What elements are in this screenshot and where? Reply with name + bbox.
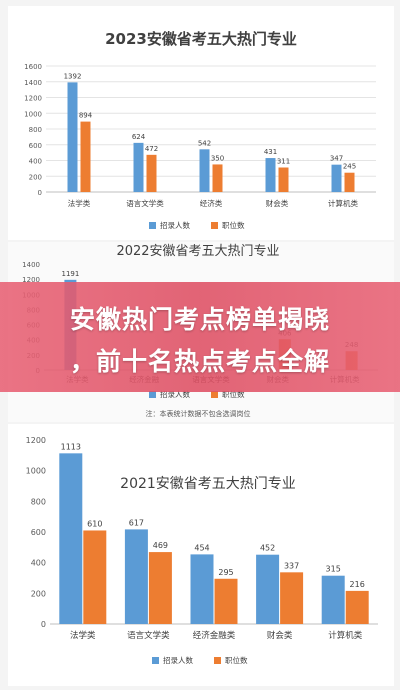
legend-label: 职位数 (222, 389, 245, 399)
y-tick-label: 800 (29, 126, 42, 134)
y-tick-label: 1000 (26, 467, 46, 476)
chart-panel-2021: 0 200 400 600 800 1000 1200 1113 610 法学类 617 469 语言文… (8, 424, 394, 686)
y-tick-label: 400 (31, 559, 46, 568)
chart-2021: 0 200 400 600 800 1000 1200 1113 610 法学类 617 469 语言文… (26, 436, 378, 665)
chart-panel-2023: 0 200 400 600 800 1000 1200 1400 1600 1392 894 法学类 6… (8, 6, 394, 240)
y-tick-label: 200 (29, 173, 42, 181)
y-tick-label: 1400 (24, 79, 42, 87)
y-tick-label: 1200 (22, 276, 40, 284)
y-tick-label: 1600 (24, 63, 42, 71)
y-tick-label: 1200 (26, 436, 46, 445)
bar (148, 552, 172, 624)
data-label: 894 (79, 112, 93, 120)
headline-line-2: ，前十名热点考点全解 (69, 347, 330, 376)
bar (265, 158, 276, 192)
chart-title: 2022安徽省考五大热门专业 (116, 244, 279, 259)
y-tick-label: 1400 (22, 261, 40, 269)
data-label: 315 (326, 565, 341, 574)
chart-note: 注：本表统计数据不包含选调岗位 (146, 409, 251, 418)
bar (280, 572, 304, 624)
bar (59, 453, 83, 624)
legend-label: 招录人数 (160, 389, 190, 399)
data-label: 472 (145, 145, 158, 153)
legend-swatch (149, 222, 156, 229)
bar (190, 554, 214, 624)
legend-swatch (211, 222, 218, 229)
bar (80, 121, 91, 192)
data-label: 617 (129, 518, 144, 527)
x-tick-label: 财会类 (267, 630, 293, 641)
x-tick-label: 经济金融类 (193, 630, 236, 641)
data-label: 311 (277, 158, 290, 166)
headline-line-1: 安徽热门考点榜单揭晓 (69, 305, 330, 334)
x-tick-label: 计算机类 (328, 198, 358, 208)
bar (199, 149, 210, 192)
x-tick-label: 经济类 (200, 198, 223, 208)
bar (212, 164, 223, 192)
data-label: 1191 (61, 270, 79, 278)
data-label: 610 (87, 519, 102, 528)
x-tick-label: 语言文学类 (127, 630, 170, 641)
bar (321, 575, 345, 624)
data-label: 1113 (61, 442, 81, 451)
y-tick-label: 400 (29, 158, 42, 166)
data-label: 431 (264, 148, 277, 156)
legend-label: 招录人数 (163, 655, 193, 665)
bar (83, 530, 107, 624)
chart-title: 2023安徽省考五大热门专业 (105, 30, 297, 48)
bar (345, 590, 369, 624)
data-label: 542 (198, 139, 211, 147)
bar (344, 172, 355, 192)
bar (124, 529, 148, 624)
y-tick-label: 1200 (24, 95, 42, 103)
bar (133, 142, 144, 192)
x-tick-label: 法学类 (70, 630, 96, 641)
chart-2023: 0 200 400 600 800 1000 1200 1400 1600 1392 894 法学类 6… (24, 30, 376, 230)
data-label: 295 (218, 568, 233, 577)
legend-swatch (214, 657, 221, 664)
bar (214, 578, 238, 624)
y-tick-label: 0 (38, 189, 42, 197)
legend-label: 招录人数 (160, 220, 190, 230)
bar (146, 154, 157, 192)
headline-banner (0, 282, 400, 392)
bar (278, 167, 289, 192)
bar (256, 554, 280, 624)
y-tick-label: 1000 (24, 110, 42, 118)
x-tick-label: 法学类 (68, 198, 91, 208)
bar (67, 82, 78, 192)
data-label: 452 (260, 544, 275, 553)
legend-swatch (152, 657, 159, 664)
data-label: 624 (132, 133, 146, 141)
data-label: 245 (343, 163, 356, 171)
y-tick-label: 600 (31, 528, 46, 537)
data-label: 216 (350, 580, 365, 589)
data-label: 1392 (64, 72, 82, 80)
legend-swatch (149, 391, 156, 398)
data-label: 337 (284, 561, 299, 570)
data-label: 350 (211, 154, 224, 162)
y-tick-label: 0 (41, 620, 46, 629)
y-tick-label: 600 (29, 142, 42, 150)
y-tick-label: 800 (31, 497, 46, 506)
chart-title: 2021安徽省考五大热门专业 (120, 476, 296, 492)
data-label: 454 (194, 543, 209, 552)
x-tick-label: 语言文学类 (126, 198, 164, 208)
bar (331, 164, 342, 192)
legend-label: 职位数 (222, 220, 245, 230)
legend-swatch (211, 391, 218, 398)
x-tick-label: 计算机类 (328, 630, 363, 641)
data-label: 469 (153, 541, 168, 550)
x-tick-label: 财会类 (266, 198, 289, 208)
y-tick-label: 200 (31, 589, 46, 598)
legend-label: 职位数 (225, 655, 248, 665)
data-label: 347 (330, 155, 343, 163)
